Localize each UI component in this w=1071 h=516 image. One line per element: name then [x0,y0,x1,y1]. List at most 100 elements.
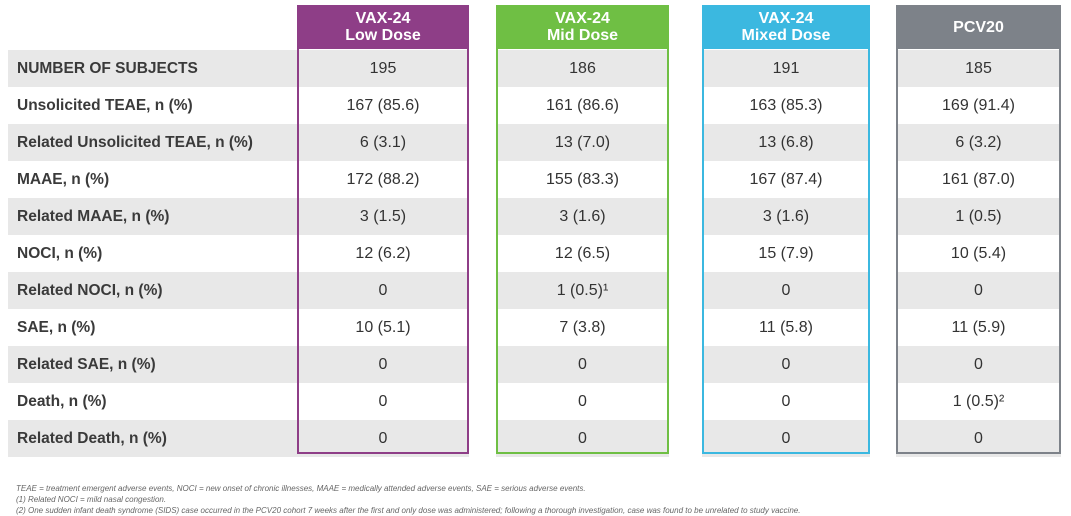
row-band [8,420,297,457]
value-cell: 0 [378,282,388,299]
value-cell: 7 (3.8) [559,319,606,336]
row-label: Related Death, n (%) [17,430,167,447]
cell-band [297,346,469,383]
column-header-text: Low Dose [345,27,421,44]
row-label: SAE, n (%) [17,319,96,336]
column-header: PCV20 [896,5,1061,49]
cell-band [896,272,1061,309]
cell-band [297,420,469,457]
table-row [8,50,1062,87]
value-cell: 11 (5.8) [759,319,813,336]
value-cell: 169 (91.4) [942,97,1015,114]
value-cell: 10 (5.4) [950,245,1007,262]
cell-band [496,198,669,235]
cell-band [896,124,1061,161]
cell-band [896,346,1061,383]
value-cell: 0 [578,430,587,447]
cell-band [702,124,870,161]
row-label: NOCI, n (%) [17,245,103,262]
column-header-text: Mixed Dose [741,27,831,44]
column-header-text: Mid Dose [546,27,619,44]
value-cell: 185 [965,60,992,77]
value-cell: 167 (85.6) [346,97,420,114]
cell-band [496,346,669,383]
column-header-text: VAX-24 [355,10,411,27]
footnote: (1) Related NOCI = mild nasal congestion… [16,495,167,504]
column-header-text: VAX-24 [758,10,814,27]
table-row [8,198,1062,235]
cell-band [702,198,870,235]
cell-band [702,346,870,383]
cell-band [297,50,469,87]
value-cell: 0 [578,393,587,410]
value-cell: 1 (0.5) [955,208,1002,225]
footnote: TEAE = treatment emergent adverse events… [16,484,586,493]
value-cell: 0 [378,393,388,410]
value-cell: 0 [378,430,388,447]
column-header: VAX-24 Mixed Dose [702,5,870,49]
column-header-text: VAX-24 [555,10,610,27]
row-band [8,198,297,235]
row-band [8,50,297,87]
cell-band [896,420,1061,457]
column-border-2 [702,5,870,454]
column-border-3 [896,5,1061,454]
cell-band [702,272,870,309]
value-cell: 11 (5.9) [951,319,1006,336]
column-border-1 [496,5,669,454]
value-cell: 195 [369,60,397,77]
value-cell: 186 [569,60,596,77]
table-row [8,272,1062,309]
row-band [8,346,297,383]
row-label: Related SAE, n (%) [17,356,156,373]
row-band [8,124,297,161]
cell-band [702,420,870,457]
footnote: (2) One sudden infant death syndrome (SI… [16,506,801,515]
value-cell: 155 (83.3) [546,171,619,188]
value-cell: 161 (86.6) [546,97,619,114]
value-cell: 0 [974,356,983,373]
value-cell: 0 [781,282,791,299]
value-cell: 0 [578,356,587,373]
value-cell: 12 (6.5) [554,245,611,262]
cell-band [896,198,1061,235]
value-cell: 12 (6.2) [355,245,411,262]
value-cell: 0 [781,393,791,410]
value-cell: 3 (1.6) [559,208,606,225]
cell-band [496,124,669,161]
cell-band [496,50,669,87]
value-cell: 0 [974,430,983,447]
table-row [8,420,1062,457]
table-row [8,124,1062,161]
row-label: Related NOCI, n (%) [17,282,163,299]
value-cell: 0 [781,356,791,373]
value-cell: 6 (3.2) [955,134,1002,151]
row-label: NUMBER OF SUBJECTS [17,60,198,77]
value-cell: 0 [378,356,388,373]
cell-band [297,272,469,309]
value-cell: 0 [974,282,983,299]
column-border-0 [297,5,469,454]
row-label: Death, n (%) [17,393,107,410]
value-cell: 0 [781,430,791,447]
row-label: Unsolicited TEAE, n (%) [17,97,193,114]
row-label: Related MAAE, n (%) [17,208,170,225]
value-cell: 15 (7.9) [758,245,814,262]
cell-band [496,272,669,309]
row-band [8,272,297,309]
column-header: VAX-24 Low Dose [297,5,469,49]
cell-band [702,50,870,87]
value-cell: 191 [772,60,800,77]
value-cell: 10 (5.1) [355,319,411,336]
value-cell: 1 (0.5)¹ [556,282,609,299]
column-header: VAX-24 Mid Dose [496,5,669,49]
cell-band [297,124,469,161]
value-cell: 163 (85.3) [749,97,823,114]
cell-band [496,420,669,457]
value-cell: 161 (87.0) [942,171,1015,188]
column-header-text: PCV20 [953,18,1004,36]
value-cell: 3 (1.6) [762,208,810,225]
value-cell: 13 (6.8) [758,134,814,151]
table-row [8,346,1062,383]
value-cell: 172 (88.2) [346,171,420,188]
